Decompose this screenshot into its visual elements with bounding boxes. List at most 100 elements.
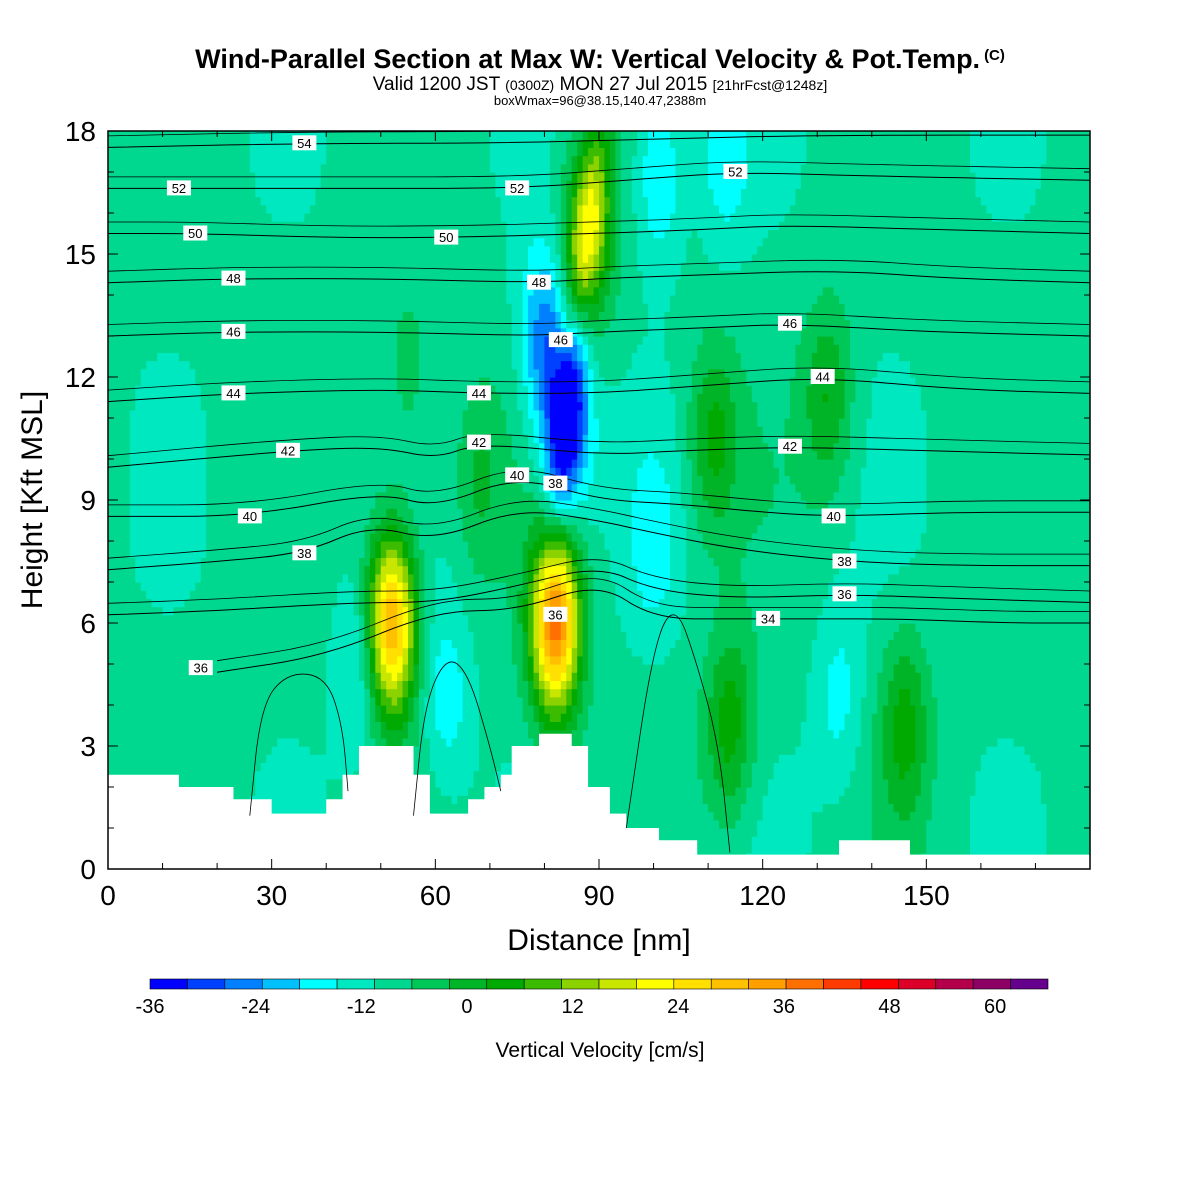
- velocity-cell: [369, 491, 376, 501]
- velocity-cell: [118, 647, 125, 657]
- velocity-cell: [282, 213, 289, 222]
- velocity-cell: [309, 196, 316, 206]
- velocity-cell: [326, 762, 333, 772]
- velocity-cell: [108, 180, 115, 189]
- velocity-cell: [266, 245, 273, 255]
- velocity-cell: [293, 172, 300, 181]
- velocity-cell: [288, 614, 295, 624]
- velocity-cell: [288, 688, 295, 698]
- velocity-cell: [184, 245, 191, 255]
- velocity-cell: [342, 459, 349, 468]
- velocity-cell: [162, 319, 169, 329]
- velocity-cell: [397, 196, 404, 206]
- velocity-cell: [233, 221, 240, 230]
- velocity-cell: [118, 442, 125, 452]
- velocity-cell: [206, 368, 213, 378]
- velocity-cell: [337, 434, 344, 444]
- velocity-cell: [364, 147, 371, 157]
- velocity-cell: [255, 713, 262, 722]
- velocity-cell: [206, 270, 213, 280]
- velocity-cell: [331, 778, 338, 788]
- velocity-cell: [397, 532, 404, 542]
- velocity-cell: [391, 549, 398, 558]
- velocity-cell: [358, 237, 366, 247]
- velocity-cell: [380, 426, 387, 435]
- velocity-cell: [200, 729, 207, 739]
- velocity-cell: [277, 196, 284, 206]
- velocity-cell: [304, 737, 311, 747]
- velocity-cell: [342, 418, 349, 427]
- velocity-cell: [140, 516, 147, 526]
- velocity-cell: [331, 647, 338, 657]
- velocity-cell: [211, 213, 218, 222]
- velocity-cell: [298, 336, 305, 345]
- velocity-cell: [113, 352, 120, 362]
- velocity-cell: [309, 344, 316, 353]
- velocity-cell: [369, 196, 376, 206]
- velocity-cell: [244, 500, 251, 509]
- velocity-cell: [255, 278, 262, 288]
- velocity-cell: [375, 475, 382, 485]
- velocity-cell: [157, 213, 164, 222]
- velocity-cell: [391, 491, 398, 501]
- velocity-cell: [255, 647, 262, 657]
- velocity-cell: [260, 500, 267, 509]
- velocity-cell: [249, 450, 256, 460]
- velocity-cell: [309, 737, 316, 747]
- velocity-cell: [189, 623, 196, 632]
- velocity-cell: [342, 344, 349, 353]
- velocity-cell: [320, 409, 327, 419]
- velocity-cell: [277, 598, 284, 608]
- velocity-cell: [233, 213, 240, 222]
- velocity-cell: [266, 204, 273, 214]
- velocity-cell: [288, 393, 295, 403]
- velocity-cell: [118, 303, 125, 312]
- velocity-cell: [162, 295, 169, 304]
- velocity-cell: [293, 500, 300, 509]
- velocity-cell: [151, 532, 158, 542]
- velocity-cell: [342, 532, 349, 542]
- velocity-cell: [369, 344, 376, 353]
- velocity-cell: [298, 467, 305, 476]
- velocity-cell: [238, 500, 245, 509]
- velocity-cell: [184, 213, 191, 222]
- velocity-cell: [217, 254, 224, 263]
- velocity-cell: [304, 532, 311, 542]
- velocity-cell: [184, 672, 191, 681]
- velocity-cell: [129, 213, 136, 222]
- velocity-cell: [173, 598, 180, 608]
- velocity-cell: [118, 483, 125, 493]
- velocity-cell: [118, 606, 125, 616]
- velocity-cell: [228, 172, 235, 181]
- velocity-cell: [151, 737, 158, 747]
- velocity-cell: [369, 524, 376, 534]
- velocity-cell: [386, 147, 393, 157]
- velocity-cell: [189, 303, 196, 312]
- velocity-cell: [309, 729, 316, 739]
- velocity-cell: [337, 172, 344, 181]
- velocity-cell: [200, 549, 207, 558]
- velocity-cell: [342, 475, 349, 485]
- velocity-cell: [151, 303, 158, 312]
- velocity-cell: [380, 475, 387, 485]
- velocity-cell: [140, 172, 147, 181]
- velocity-cell: [397, 286, 404, 296]
- velocity-cell: [326, 254, 333, 263]
- velocity-cell: [391, 606, 398, 616]
- velocity-cell: [386, 196, 393, 206]
- velocity-cell: [184, 286, 191, 296]
- velocity-cell: [249, 680, 256, 690]
- velocity-cell: [326, 188, 333, 198]
- velocity-cell: [293, 664, 300, 673]
- velocity-cell: [358, 557, 366, 567]
- velocity-cell: [135, 270, 142, 280]
- velocity-cell: [408, 680, 415, 690]
- velocity-cell: [238, 377, 245, 386]
- velocity-cell: [375, 557, 382, 567]
- velocity-cell: [222, 639, 229, 649]
- velocity-cell: [140, 524, 147, 534]
- velocity-cell: [331, 590, 338, 599]
- velocity-cell: [320, 778, 327, 788]
- velocity-cell: [402, 336, 409, 345]
- velocity-cell: [146, 582, 153, 591]
